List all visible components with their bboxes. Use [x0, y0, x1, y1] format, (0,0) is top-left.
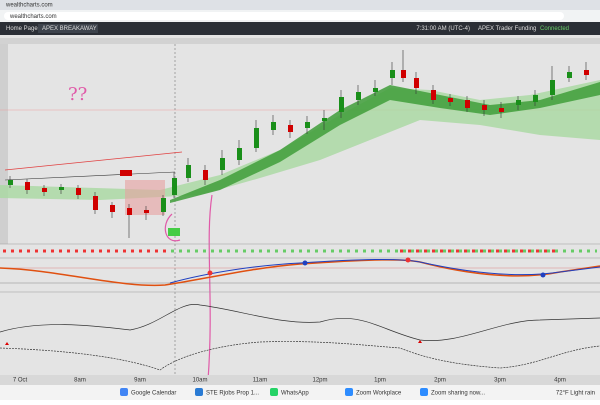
time-label: 3pm — [494, 378, 506, 384]
candle — [448, 98, 453, 102]
indicator-line — [0, 341, 600, 371]
candle — [401, 70, 406, 78]
time-label: 7 Oct — [13, 378, 28, 384]
candle — [288, 125, 293, 132]
trend-line — [4, 151, 183, 171]
address-bar[interactable] — [4, 12, 564, 20]
app-icon[interactable] — [420, 388, 428, 396]
cross-dot — [405, 257, 411, 263]
chart-area — [0, 35, 600, 385]
app-label[interactable]: Zoom Workplace — [356, 391, 402, 397]
workspace-tab-bg[interactable] — [38, 24, 98, 33]
candle — [42, 188, 47, 192]
candle — [356, 92, 361, 100]
drawing-tools[interactable] — [0, 44, 8, 244]
app-label[interactable]: Zoom sharing now... — [431, 391, 485, 397]
candle — [373, 88, 378, 92]
candle — [144, 210, 149, 213]
tab-strip — [0, 0, 600, 10]
candle — [533, 95, 538, 102]
oscillator-slow — [169, 258, 600, 284]
candle — [127, 208, 132, 215]
url[interactable]: wealthcharts.com — [9, 14, 57, 20]
time-label: 9am — [134, 378, 146, 384]
signal-flag — [168, 228, 180, 236]
candle — [59, 187, 64, 190]
time-label: 11am — [253, 378, 268, 384]
cross-dot — [302, 260, 308, 266]
candle — [431, 90, 436, 100]
time-label: 4pm — [554, 378, 566, 384]
app-icon[interactable] — [120, 388, 128, 396]
signal-flag — [120, 170, 132, 176]
status: Connected — [540, 26, 569, 32]
candle — [271, 122, 276, 130]
app-label[interactable]: STE Rjobs Prop 1... — [206, 391, 259, 397]
trend-line — [4, 171, 176, 181]
account[interactable]: APEX Trader Funding — [478, 26, 536, 32]
cross-dot — [207, 270, 213, 276]
taskbar — [0, 385, 600, 400]
time-label: 12pm — [312, 378, 327, 384]
candle — [567, 72, 572, 78]
candle — [390, 70, 395, 78]
candle — [516, 100, 521, 105]
candle — [8, 180, 13, 185]
app-icon[interactable] — [195, 388, 203, 396]
candle — [322, 118, 327, 121]
candle — [93, 196, 98, 210]
annotation: ?? — [68, 84, 87, 105]
app-label[interactable]: WhatsApp — [281, 391, 309, 397]
oscillator-fast — [0, 259, 600, 287]
candle — [25, 182, 30, 190]
workspace-tab[interactable]: APEX BREAKAWAY — [42, 26, 97, 32]
candle — [414, 78, 419, 88]
home-tab[interactable]: Home Page — [6, 26, 38, 32]
candle — [237, 148, 242, 160]
candle — [550, 80, 555, 95]
app-icon[interactable] — [270, 388, 278, 396]
app-toolbar — [0, 22, 600, 35]
app-icon[interactable] — [345, 388, 353, 396]
tab-title[interactable]: wealthcharts.com — [5, 3, 53, 9]
time-axis — [0, 375, 600, 385]
candle — [339, 97, 344, 112]
candle — [482, 105, 487, 110]
candle — [254, 128, 259, 148]
candle — [76, 188, 81, 195]
time-label: 2pm — [434, 378, 446, 384]
trend-band — [170, 82, 600, 203]
time-label: 10am — [192, 378, 207, 384]
candle — [172, 178, 177, 195]
time-label: 8am — [74, 378, 86, 384]
indicator-line — [0, 304, 600, 342]
app-label[interactable]: Google Calendar — [131, 391, 176, 397]
candle — [305, 122, 310, 128]
candle — [110, 205, 115, 212]
candle — [220, 158, 225, 170]
candle — [186, 165, 191, 178]
candle — [584, 70, 589, 75]
clock: 7:31:00 AM (UTC-4) — [416, 26, 470, 32]
candle — [499, 108, 504, 112]
candle — [465, 100, 470, 108]
time-label: 1pm — [374, 378, 386, 384]
weather[interactable]: 72°F Light rain — [556, 391, 595, 397]
chart-header — [0, 38, 600, 44]
candle — [161, 198, 166, 212]
cross-dot — [540, 272, 546, 278]
candle — [203, 170, 208, 180]
